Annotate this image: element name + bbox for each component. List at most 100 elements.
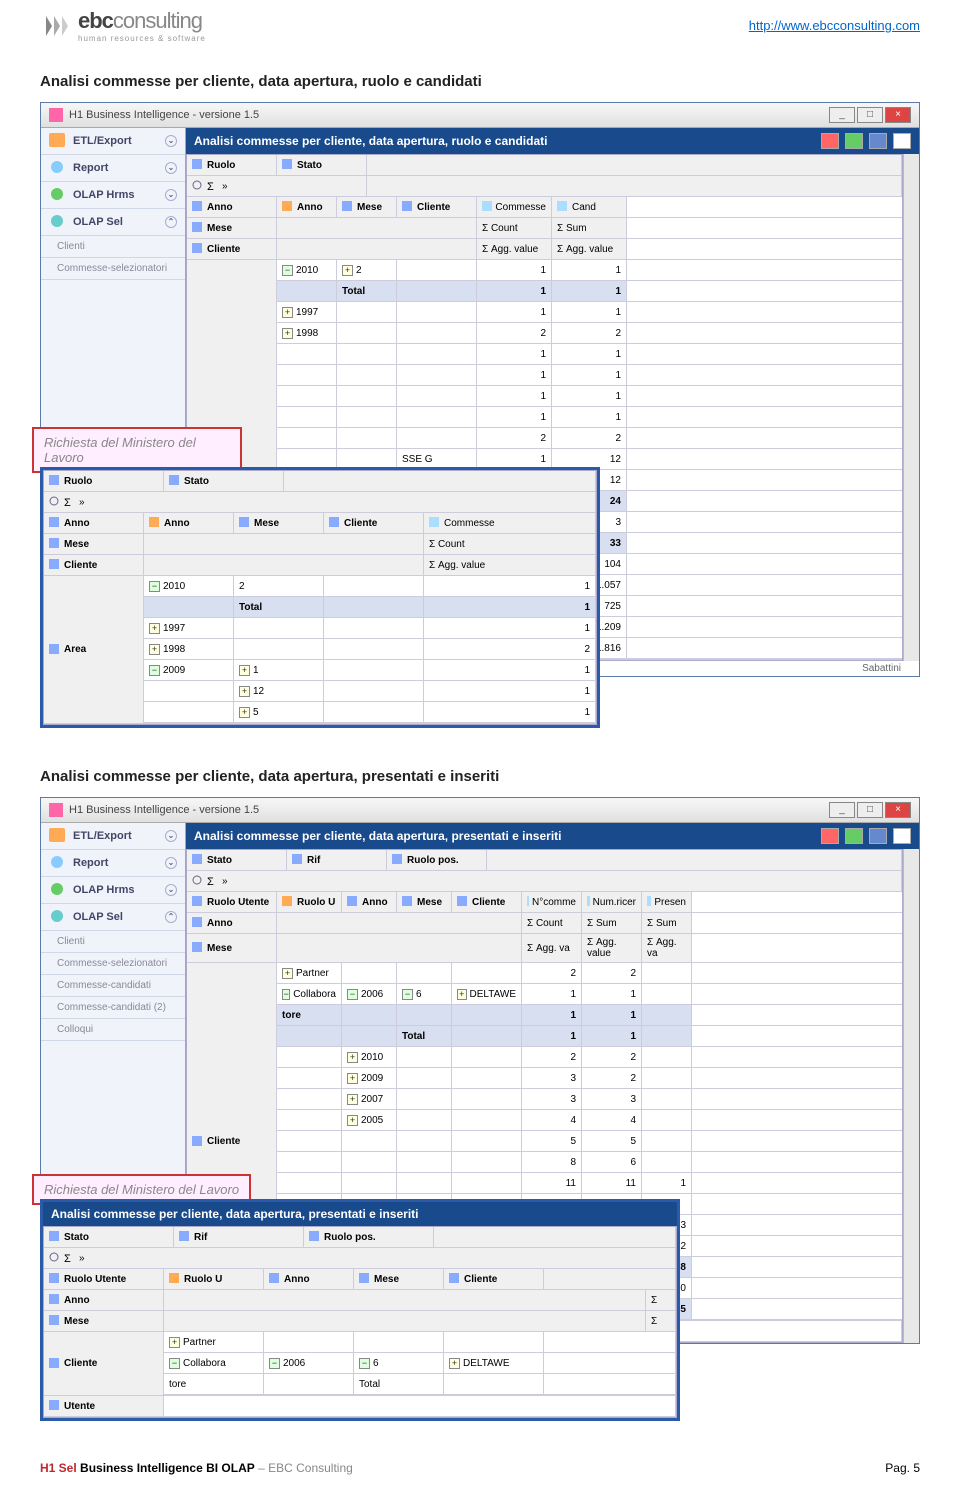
save-icon[interactable]	[869, 828, 887, 844]
sidebar-clienti[interactable]: Clienti	[41, 931, 185, 953]
dim-icon	[49, 475, 61, 487]
section1-title: Analisi commesse per cliente, data apert…	[40, 73, 920, 90]
content-header: Analisi commesse per cliente, data apert…	[186, 823, 919, 849]
minimize-button[interactable]: _	[829, 107, 855, 123]
expand-icon[interactable]: −	[359, 1358, 370, 1369]
window-title-text: H1 Business Intelligence - versione 1.5	[69, 109, 259, 121]
expand-icon[interactable]: +	[149, 623, 160, 634]
svg-text:Σ: Σ	[207, 181, 214, 192]
dim-icon	[49, 559, 61, 571]
dim-icon	[192, 159, 204, 171]
expand-icon[interactable]: +	[149, 644, 160, 655]
expand-icon[interactable]: −	[402, 989, 413, 1000]
sidebar-clienti[interactable]: Clienti	[41, 236, 185, 258]
expand-icon[interactable]: +	[282, 968, 293, 979]
expand-icon[interactable]: −	[347, 989, 358, 1000]
chart-icon[interactable]	[821, 133, 839, 149]
dim-icon	[347, 896, 359, 908]
expand-icon[interactable]: +	[282, 328, 293, 339]
save-icon[interactable]	[869, 133, 887, 149]
svg-text:Σ: Σ	[64, 1253, 71, 1264]
sigma-icon[interactable]: Σ	[64, 496, 76, 508]
window-titlebar: H1 Business Intelligence - versione 1.5 …	[41, 103, 919, 128]
sidebar-olap-sel[interactable]: OLAP Sel⌃	[41, 209, 185, 236]
expand-icon[interactable]: +	[347, 1073, 358, 1084]
header-url[interactable]: http://www.ebcconsulting.com	[749, 18, 920, 33]
sidebar-olap-sel[interactable]: OLAP Sel⌃	[41, 904, 185, 931]
dim-icon	[49, 1358, 61, 1370]
dim-icon	[192, 917, 204, 929]
sidebar-report[interactable]: Report⌄	[41, 850, 185, 877]
print-icon[interactable]	[893, 133, 911, 149]
dim-icon	[179, 1231, 191, 1243]
sidebar-etl[interactable]: ETL/Export⌄	[41, 823, 185, 850]
magnify-icon[interactable]	[192, 875, 204, 887]
sidebar-olap-hrms[interactable]: OLAP Hrms⌄	[41, 877, 185, 904]
measure-icon	[557, 201, 569, 213]
dim-icon	[309, 1231, 321, 1243]
sidebar-comm-sel[interactable]: Commesse-selezionatori	[41, 258, 185, 280]
sidebar-comm-sel[interactable]: Commesse-selezionatori	[41, 953, 185, 975]
expand-icon[interactable]: −	[282, 989, 290, 1000]
excel-icon[interactable]	[845, 828, 863, 844]
chevron-icon: ⌃	[165, 216, 177, 228]
logo-text: ebcconsulting	[78, 8, 206, 34]
expand-icon[interactable]: +	[239, 686, 250, 697]
expand-icon[interactable]: −	[169, 1358, 180, 1369]
maximize-button[interactable]: □	[857, 107, 883, 123]
bar-icon	[282, 201, 294, 213]
chart-icon[interactable]	[821, 828, 839, 844]
dim-icon	[192, 896, 204, 908]
minimize-button[interactable]: _	[829, 802, 855, 818]
dim-icon	[192, 243, 204, 255]
chevron-icon: ⌄	[165, 135, 177, 147]
sigma-icon[interactable]: Σ	[207, 180, 219, 192]
scrollbar[interactable]	[903, 154, 919, 661]
print-icon[interactable]	[893, 828, 911, 844]
magnify-icon[interactable]	[192, 180, 204, 192]
close-button[interactable]: ×	[885, 802, 911, 818]
expand-icon[interactable]: +	[239, 707, 250, 718]
expand-icon[interactable]: +	[347, 1052, 358, 1063]
expand-icon[interactable]: −	[149, 581, 160, 592]
measure-icon	[647, 896, 651, 908]
dim-icon	[457, 896, 469, 908]
dim-icon	[292, 854, 304, 866]
expand-icon[interactable]: +	[239, 665, 250, 676]
dim-icon	[49, 1294, 61, 1306]
expand-icon[interactable]: +	[169, 1337, 180, 1348]
expand-icon[interactable]: −	[149, 665, 160, 676]
expand-icon[interactable]: −	[269, 1358, 280, 1369]
maximize-button[interactable]: □	[857, 802, 883, 818]
sidebar-etl[interactable]: ETL/Export⌄	[41, 128, 185, 155]
sidebar-comm-cand[interactable]: Commesse-candidati	[41, 975, 185, 997]
expand-icon[interactable]: +	[282, 307, 293, 318]
sigma-icon[interactable]: Σ	[207, 875, 219, 887]
excel-icon[interactable]	[845, 133, 863, 149]
sidebar-colloqui[interactable]: Colloqui	[41, 1019, 185, 1041]
magnify-icon[interactable]	[49, 1252, 61, 1264]
close-button[interactable]: ×	[885, 107, 911, 123]
expand-icon[interactable]: +	[457, 989, 467, 1000]
measure-icon	[527, 896, 529, 908]
expand-icon[interactable]: +	[347, 1094, 358, 1105]
dim-icon	[239, 517, 251, 529]
section2-title: Analisi commesse per cliente, data apert…	[40, 768, 920, 785]
dim-icon	[49, 644, 61, 656]
report-icon	[49, 855, 67, 871]
sigma-icon[interactable]: Σ	[64, 1252, 76, 1264]
sidebar-report[interactable]: Report⌄	[41, 155, 185, 182]
scrollbar[interactable]	[903, 849, 919, 1343]
app-icon	[49, 108, 63, 122]
olap-icon	[49, 214, 67, 230]
expand-icon[interactable]: −	[282, 265, 293, 276]
magnify-icon[interactable]	[49, 496, 61, 508]
expand-icon[interactable]: +	[347, 1115, 358, 1126]
sidebar-olap-hrms[interactable]: OLAP Hrms⌄	[41, 182, 185, 209]
sidebar-comm-cand2[interactable]: Commesse-candidati (2)	[41, 997, 185, 1019]
dim-icon	[192, 1136, 204, 1148]
expand-icon[interactable]: +	[342, 265, 353, 276]
olap-icon	[49, 909, 67, 925]
dim-icon	[392, 854, 404, 866]
expand-icon[interactable]: +	[449, 1358, 460, 1369]
